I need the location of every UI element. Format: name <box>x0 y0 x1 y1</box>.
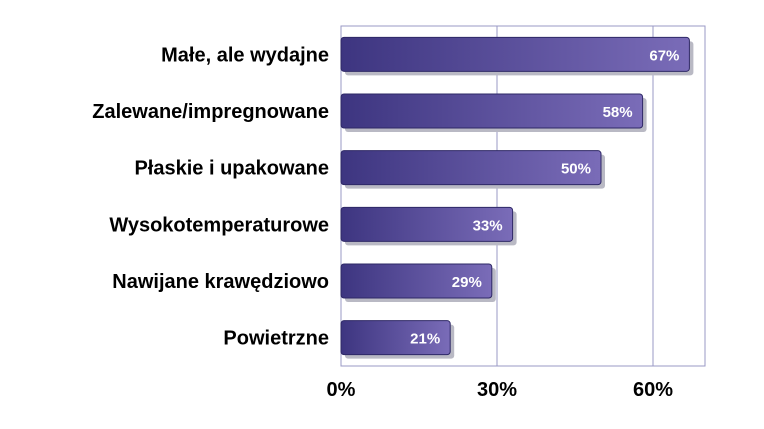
category-label: Zalewane/impregnowane <box>92 101 329 123</box>
category-label: Płaskie i upakowane <box>134 158 329 180</box>
x-tick-label: 60% <box>633 379 673 401</box>
bar <box>340 263 493 299</box>
category-label: Powietrzne <box>223 328 329 350</box>
bar-value-label: 67% <box>649 47 679 64</box>
bar <box>340 36 690 72</box>
bar <box>340 93 644 129</box>
grid-layer <box>496 26 654 366</box>
bar <box>340 206 514 242</box>
bar-value-label: 33% <box>473 217 503 234</box>
category-label: Małe, ale wydajne <box>161 44 329 66</box>
bar-value-label: 58% <box>603 104 633 121</box>
labels-layer: 0% 30% 60% 67% Małe, ale wydajne 58% Zalewane/… <box>92 44 679 401</box>
bar <box>340 320 451 356</box>
category-label: Wysokotemperaturowe <box>109 214 329 236</box>
bar-value-label: 29% <box>452 274 482 291</box>
category-label: Nawijane krawędziowo <box>112 271 329 293</box>
bar-value-label: 50% <box>561 161 591 178</box>
bar <box>340 150 602 186</box>
x-tick-label: 30% <box>477 379 517 401</box>
plot-frame <box>340 25 706 367</box>
bar-value-label: 21% <box>410 331 440 348</box>
bars-layer <box>340 36 694 359</box>
x-tick-label: 0% <box>327 379 356 401</box>
